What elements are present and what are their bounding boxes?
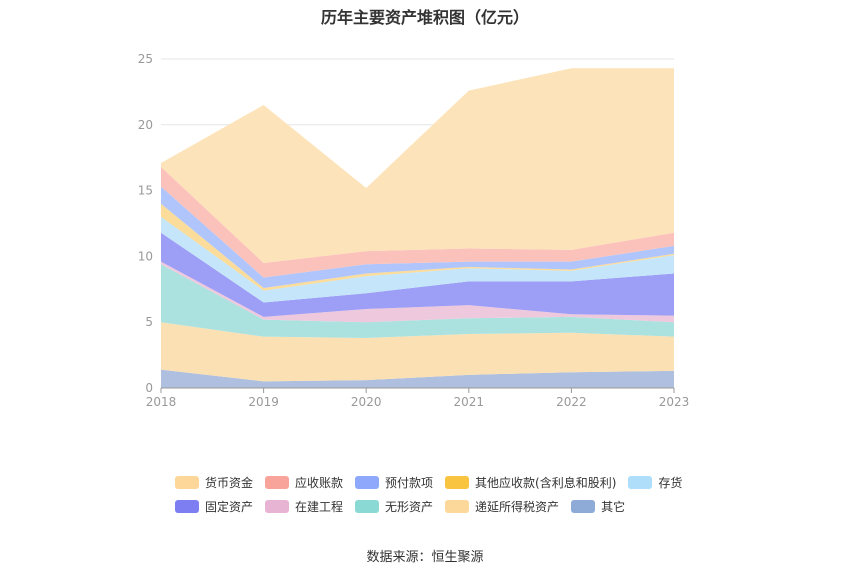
x-tick-label: 2023	[659, 395, 690, 409]
area-series-4[interactable]	[161, 232, 674, 317]
legend-swatch	[175, 499, 199, 513]
legend-label: 存货	[658, 475, 683, 490]
area-series-6[interactable]	[161, 203, 674, 291]
legend-label: 应收账款	[295, 475, 344, 490]
legend-item[interactable]: 其他应收款(含利息和股利)	[445, 474, 616, 491]
y-tick-label: 25	[138, 52, 153, 66]
legend-label: 固定资产	[205, 499, 254, 514]
legend-swatch	[571, 499, 596, 513]
legend-item[interactable]: 预付款项	[355, 474, 433, 491]
y-tick-label: 5	[145, 315, 153, 329]
legend-item[interactable]: 在建工程	[265, 498, 343, 515]
legend-swatch	[355, 475, 380, 489]
x-tick-label: 2020	[351, 395, 382, 409]
area-series-8[interactable]	[161, 166, 674, 278]
area-series-7[interactable]	[161, 186, 674, 288]
legend-item[interactable]: 固定资产	[175, 498, 253, 515]
legend-label: 递延所得税资产	[475, 499, 560, 514]
legend-item[interactable]: 应收账款	[265, 474, 343, 491]
legend-label: 预付款项	[385, 475, 434, 490]
y-tick-label: 10	[138, 249, 153, 263]
area-series-0[interactable]	[161, 369, 674, 388]
stacked-area-chart: 0 5 10 15 20 25 2018 2019 2020 2021 2022 2023	[138, 52, 690, 409]
chart-title: 历年主要资产堆积图（亿元）	[320, 8, 529, 27]
legend-row: 货币资金 应收账款 预付款项 其他应收款(含利息和股利) 存货	[175, 470, 695, 494]
legend-label: 无形资产	[385, 499, 434, 514]
legend-label: 在建工程	[295, 499, 344, 514]
x-tick-label: 2022	[556, 395, 587, 409]
y-tick-label: 20	[138, 118, 153, 132]
legend-swatch	[355, 499, 380, 513]
y-tick-label: 0	[145, 381, 153, 395]
legend-label: 其它	[601, 499, 626, 514]
legend-label: 货币资金	[205, 475, 254, 490]
legend-item[interactable]: 递延所得税资产	[445, 498, 559, 515]
legend-label: 其他应收款(含利息和股利)	[475, 475, 617, 490]
area-series-1[interactable]	[161, 322, 674, 382]
legend-item[interactable]: 存货	[628, 474, 682, 491]
area-series-2[interactable]	[161, 264, 674, 338]
area-series-3[interactable]	[161, 261, 674, 323]
x-tick-label: 2019	[248, 395, 279, 409]
area-series-group	[161, 68, 674, 388]
x-tick-label: 2018	[146, 395, 177, 409]
legend-item[interactable]: 货币资金	[175, 474, 253, 491]
area-series-9[interactable]	[161, 68, 674, 263]
legend-swatch	[175, 475, 199, 489]
legend-item[interactable]: 其它	[571, 498, 625, 515]
x-tick-label: 2021	[454, 395, 485, 409]
legend-item[interactable]: 无形资产	[355, 498, 433, 515]
legend-swatch	[265, 499, 290, 513]
legend-swatch	[265, 475, 290, 489]
legend-swatch	[628, 475, 653, 489]
axes: 0 5 10 15 20 25 2018 2019 2020 2021 2022 2023	[138, 52, 690, 409]
area-series-5[interactable]	[161, 216, 674, 303]
legend-row: 固定资产 在建工程 无形资产 递延所得税资产 其它	[175, 494, 695, 518]
y-tick-label: 15	[138, 184, 153, 198]
legend: 货币资金 应收账款 预付款项 其他应收款(含利息和股利) 存货固定资产 在建工程 无形资产 递…	[175, 470, 695, 518]
legend-swatch	[445, 499, 470, 513]
legend-swatch	[445, 475, 470, 489]
data-source-note: 数据来源：恒生聚源	[366, 550, 484, 565]
